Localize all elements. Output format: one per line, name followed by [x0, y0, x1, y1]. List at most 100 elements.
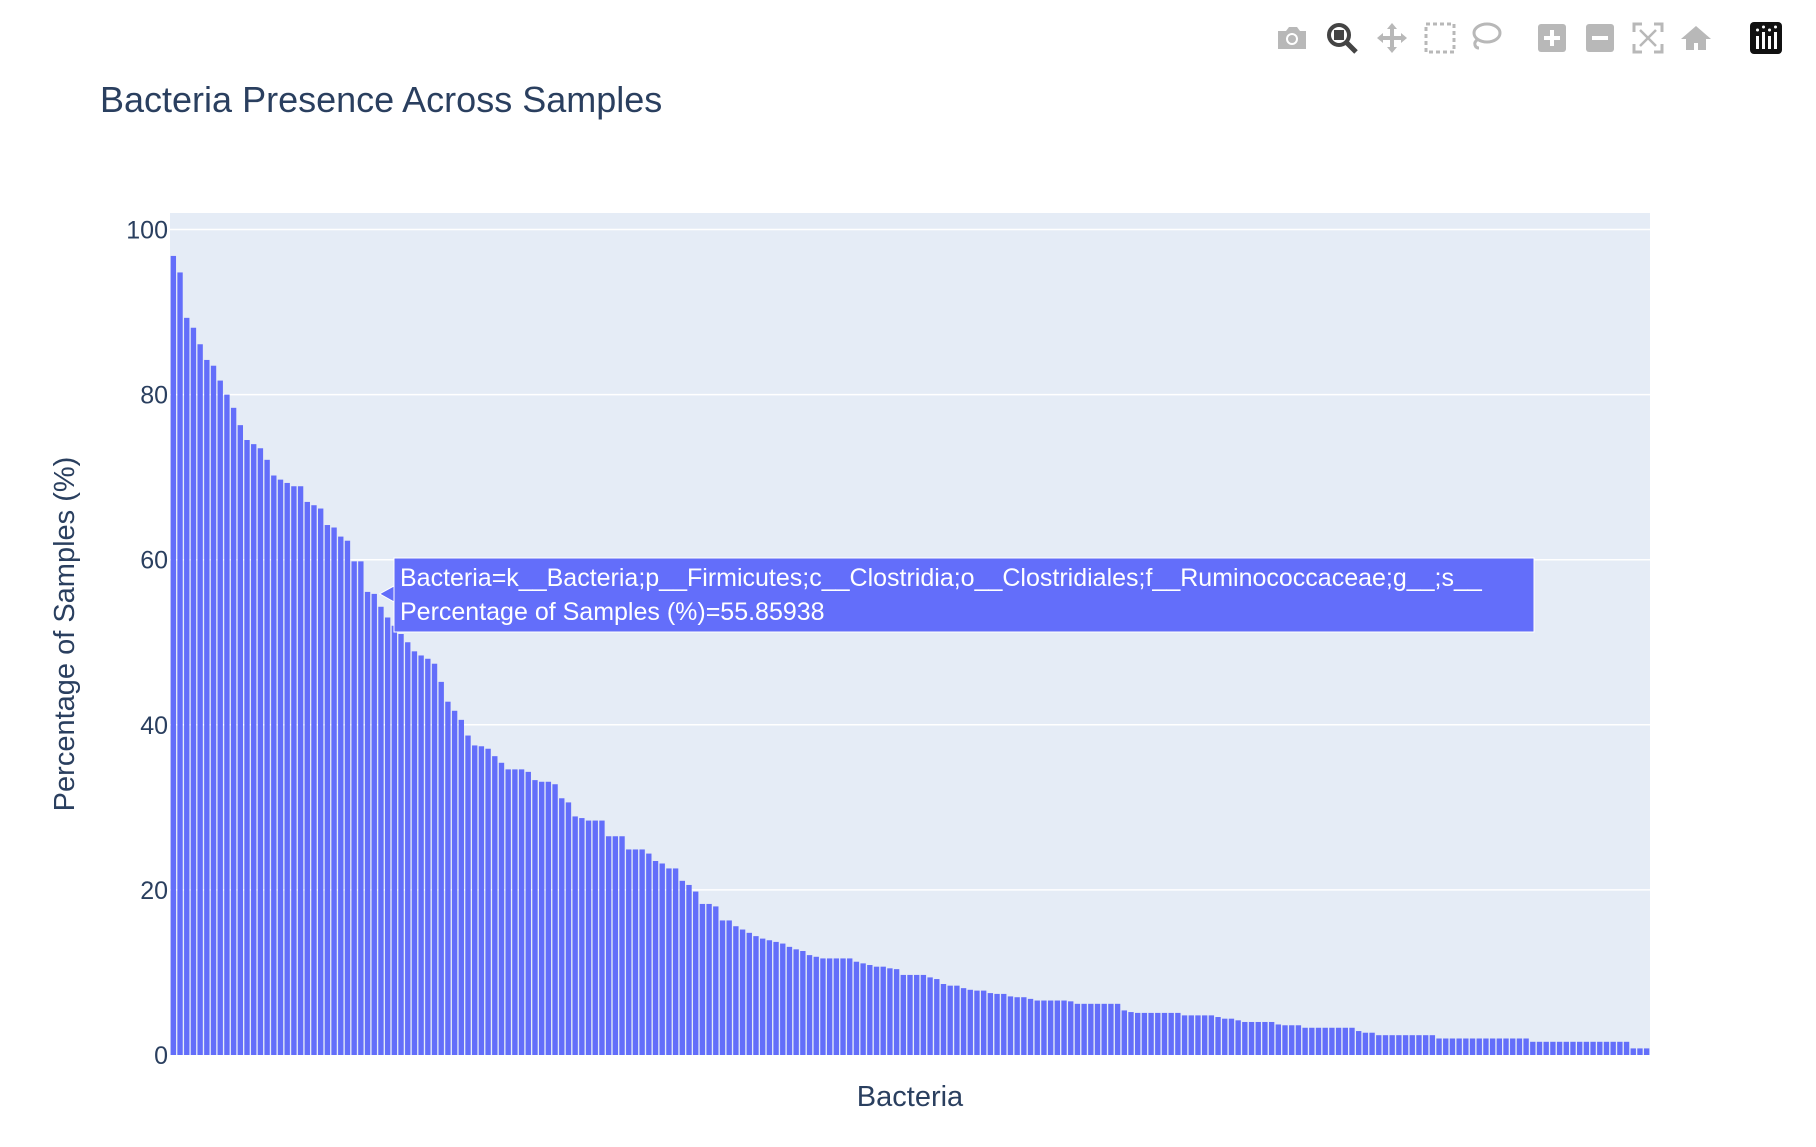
bar[interactable]	[1503, 1038, 1509, 1055]
bar[interactable]	[1449, 1038, 1456, 1055]
bar[interactable]	[1201, 1015, 1208, 1055]
bar[interactable]	[1168, 1012, 1174, 1055]
bar[interactable]	[873, 966, 880, 1055]
bar[interactable]	[1610, 1041, 1616, 1055]
bar[interactable]	[284, 482, 290, 1055]
bar[interactable]	[438, 681, 444, 1055]
bar[interactable]	[1563, 1041, 1569, 1055]
bar[interactable]	[552, 784, 558, 1055]
zoom-in-icon[interactable]	[1530, 14, 1574, 62]
bar[interactable]	[1121, 1010, 1127, 1055]
bar[interactable]	[1027, 998, 1034, 1055]
bar[interactable]	[887, 968, 893, 1055]
bar[interactable]	[1382, 1035, 1389, 1055]
bar[interactable]	[572, 816, 578, 1055]
bar[interactable]	[994, 993, 1000, 1055]
bar[interactable]	[291, 486, 297, 1055]
bar[interactable]	[1315, 1027, 1322, 1055]
bar[interactable]	[1081, 1003, 1087, 1055]
bar[interactable]	[324, 525, 331, 1055]
bar[interactable]	[1329, 1027, 1335, 1055]
bar[interactable]	[1289, 1025, 1295, 1055]
box-select-icon[interactable]	[1418, 14, 1462, 62]
bar[interactable]	[1088, 1003, 1094, 1055]
bar[interactable]	[498, 762, 505, 1055]
bar[interactable]	[1001, 993, 1007, 1055]
bar[interactable]	[1463, 1038, 1469, 1055]
bar[interactable]	[672, 868, 679, 1055]
bar[interactable]	[1268, 1021, 1275, 1055]
bar[interactable]	[331, 527, 337, 1055]
bar[interactable]	[1094, 1003, 1101, 1055]
bar[interactable]	[652, 861, 659, 1055]
bar[interactable]	[1155, 1012, 1161, 1055]
bar[interactable]	[726, 920, 732, 1055]
bar[interactable]	[1181, 1015, 1188, 1055]
bar[interactable]	[478, 746, 485, 1055]
bar[interactable]	[1556, 1041, 1563, 1055]
bar[interactable]	[1376, 1035, 1382, 1055]
bar[interactable]	[1041, 1000, 1047, 1055]
bar[interactable]	[1148, 1012, 1154, 1055]
bar[interactable]	[1402, 1035, 1409, 1055]
bar[interactable]	[585, 820, 592, 1055]
bar[interactable]	[773, 941, 779, 1055]
zoom-out-icon[interactable]	[1578, 14, 1622, 62]
bar[interactable]	[1228, 1018, 1235, 1055]
bar[interactable]	[679, 880, 685, 1055]
bar[interactable]	[847, 958, 853, 1055]
bar[interactable]	[813, 956, 819, 1055]
zoom-icon[interactable]	[1320, 14, 1364, 62]
bar[interactable]	[230, 407, 237, 1055]
bar[interactable]	[1342, 1027, 1348, 1055]
bar[interactable]	[1489, 1038, 1496, 1055]
bar[interactable]	[1496, 1038, 1502, 1055]
bar[interactable]	[1422, 1035, 1429, 1055]
bar[interactable]	[257, 448, 264, 1055]
bar[interactable]	[251, 444, 257, 1055]
bar[interactable]	[947, 985, 953, 1055]
bar[interactable]	[318, 508, 324, 1055]
bar[interactable]	[1436, 1038, 1442, 1055]
bar[interactable]	[1356, 1031, 1362, 1055]
bar[interactable]	[358, 561, 364, 1055]
bar[interactable]	[505, 769, 511, 1055]
bar[interactable]	[170, 255, 177, 1055]
bars[interactable]	[170, 255, 1650, 1056]
bar[interactable]	[907, 974, 913, 1055]
bar[interactable]	[766, 940, 773, 1055]
bar[interactable]	[271, 475, 277, 1055]
bar[interactable]	[1101, 1003, 1107, 1055]
bar[interactable]	[893, 969, 900, 1055]
bar[interactable]	[1543, 1041, 1549, 1055]
bar[interactable]	[733, 926, 739, 1055]
bar[interactable]	[1409, 1035, 1415, 1055]
bar[interactable]	[204, 359, 210, 1055]
bar[interactable]	[277, 479, 284, 1055]
pan-icon[interactable]	[1370, 14, 1414, 62]
bar[interactable]	[398, 634, 404, 1055]
bar[interactable]	[1590, 1041, 1596, 1055]
bar[interactable]	[940, 984, 947, 1055]
bar[interactable]	[693, 891, 699, 1055]
bar[interactable]	[1623, 1041, 1630, 1055]
bar[interactable]	[1282, 1025, 1288, 1055]
bar[interactable]	[190, 327, 197, 1055]
bar[interactable]	[1476, 1038, 1482, 1055]
bar[interactable]	[338, 536, 344, 1055]
bar[interactable]	[719, 920, 726, 1055]
bar[interactable]	[1262, 1021, 1268, 1055]
bar[interactable]	[1369, 1032, 1375, 1055]
bar[interactable]	[525, 771, 531, 1055]
bar[interactable]	[431, 663, 438, 1055]
bar[interactable]	[1322, 1027, 1328, 1055]
bar[interactable]	[739, 929, 746, 1055]
bar[interactable]	[880, 966, 886, 1055]
bar[interactable]	[559, 798, 565, 1055]
bar[interactable]	[1570, 1041, 1576, 1055]
bar[interactable]	[217, 380, 223, 1055]
bar[interactable]	[806, 955, 813, 1055]
bar[interactable]	[1007, 996, 1014, 1055]
bar[interactable]	[706, 903, 712, 1055]
bar[interactable]	[1637, 1048, 1643, 1055]
